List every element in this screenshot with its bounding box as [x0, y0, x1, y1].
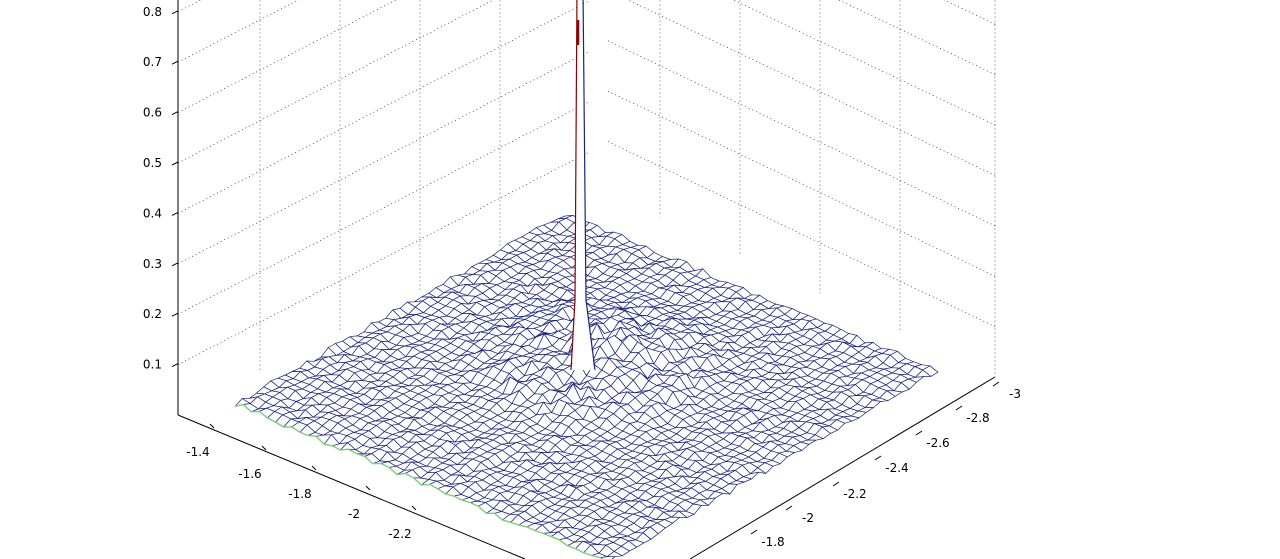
z-tick-mark [171, 161, 179, 166]
z-tick-mark [171, 262, 179, 267]
z-tick-label: 0.6 [143, 106, 162, 120]
right-tick-mark [750, 529, 758, 535]
grid-zline-right [838, 0, 996, 75]
left-tick-mark [209, 423, 215, 429]
right-tick-label: -2 [802, 511, 814, 525]
right-tick-label: -2.8 [966, 411, 989, 425]
z-tick-mark [171, 312, 179, 317]
right-tick-mark [874, 455, 882, 461]
mesh-surface [234, 214, 939, 559]
right-tick-label: -1.8 [761, 535, 784, 549]
z-tick-mark [171, 363, 179, 368]
left-tick-label: -1.6 [238, 467, 261, 481]
right-tick-label: -2.4 [885, 461, 908, 475]
z-tick-mark [171, 211, 179, 216]
grid-zline-left [177, 0, 299, 63]
peak-edge-left [570, 0, 578, 371]
grid-zline-right [607, 90, 996, 277]
left-tick-mark [411, 505, 417, 511]
right-tick-mark [785, 505, 793, 511]
grid-lines [177, 0, 996, 415]
grid-zline-left [177, 50, 591, 265]
right-tick-mark [955, 405, 963, 411]
peak-edge-right [582, 0, 596, 371]
left-tick-label: -1.4 [186, 445, 209, 459]
grid-zline-right [627, 0, 996, 176]
right-tick-mark [915, 430, 923, 436]
grid-zline-right [607, 40, 996, 227]
left-tick-mark [365, 485, 371, 491]
peak-spike [570, 0, 596, 371]
left-tick-label: -2 [348, 507, 360, 521]
z-tick-label: 0.2 [143, 307, 162, 321]
grid-zline-right [943, 0, 996, 25]
z-tick-label: 0.1 [143, 358, 162, 372]
left-floor-axis [177, 414, 526, 559]
left-tick-mark [261, 445, 267, 451]
right-tick-label: -2.6 [926, 436, 949, 450]
peak-body [572, 0, 594, 370]
left-axis-ticks: -1.4 -1.6 -1.8 -2 -2.2 [186, 423, 417, 541]
right-tick-mark [832, 481, 840, 487]
z-tick-label: 0.7 [143, 55, 162, 69]
axes [177, 0, 996, 559]
grid-zline-left [177, 0, 202, 13]
right-tick-mark [992, 381, 1000, 387]
left-tick-mark [311, 465, 317, 471]
z-tick-label: 0.8 [143, 5, 162, 19]
right-axis-ticks: -1.8 -2 -2.2 -2.4 -2.6 -2.8 -3 [750, 381, 1021, 549]
grid-zline-left [177, 0, 494, 164]
right-tick-label: -3 [1009, 387, 1021, 401]
left-tick-label: -2.2 [388, 527, 411, 541]
mesh-cell [599, 556, 616, 559]
z-tick-label: 0.5 [143, 156, 162, 170]
right-floor-axis [689, 376, 996, 559]
right-tick-label: -2.2 [843, 487, 866, 501]
z-tick-mark [171, 111, 179, 116]
z-tick-mark [171, 60, 179, 65]
grid-zline-left [177, 0, 397, 113]
z-axis-ticks: 0.1 0.2 0.3 0.4 0.5 0.6 0.7 0.8 [143, 5, 179, 372]
z-tick-mark [171, 10, 179, 15]
left-tick-label: -1.8 [288, 487, 311, 501]
grid-zline-right [732, 0, 996, 126]
mesh-boundary-edge [234, 403, 605, 559]
z-tick-label: 0.3 [143, 257, 162, 271]
z-tick-label: 0.4 [143, 206, 162, 220]
grid-zline-left [177, 0, 591, 214]
